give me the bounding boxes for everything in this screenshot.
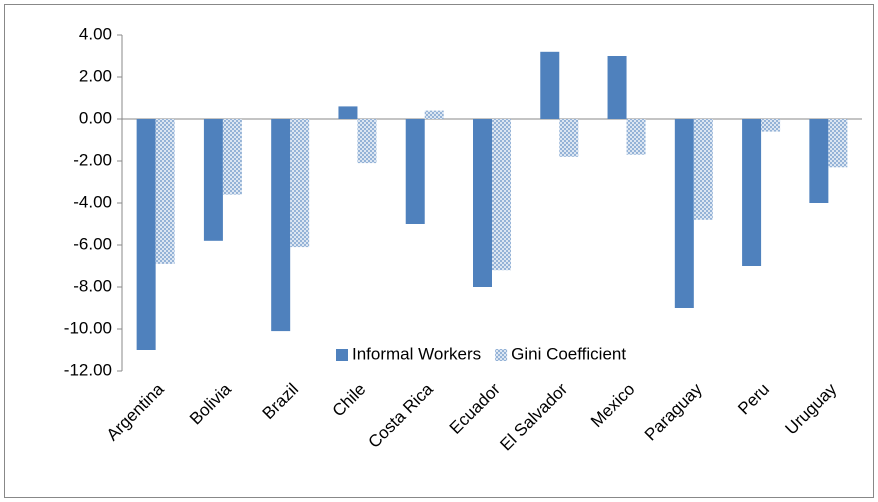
- bar: [540, 51, 560, 119]
- bar: [338, 106, 358, 119]
- bar: [559, 119, 579, 157]
- legend-label: Gini Coefficient: [511, 344, 626, 363]
- y-tick-label: -4.00: [73, 192, 112, 211]
- bar: [136, 119, 156, 350]
- bar: [271, 119, 291, 332]
- bar: [424, 110, 444, 119]
- bar: [405, 119, 425, 224]
- bar: [203, 119, 223, 241]
- legend-label: Informal Workers: [352, 344, 481, 363]
- y-tick-label: -2.00: [73, 150, 112, 169]
- bar: [828, 119, 848, 168]
- y-tick-label: 4.00: [79, 24, 112, 43]
- y-tick-label: 0.00: [79, 108, 112, 127]
- bar: [809, 119, 829, 203]
- legend-swatch: [336, 349, 348, 361]
- bar: [693, 119, 713, 220]
- bar: [222, 119, 242, 195]
- y-tick-label: -10.00: [64, 318, 112, 337]
- bar: [742, 119, 762, 266]
- legend-swatch: [495, 349, 508, 361]
- bar: [492, 119, 511, 271]
- bar: [357, 119, 377, 164]
- bar: [626, 119, 646, 155]
- bar: [674, 119, 694, 308]
- y-tick-label: -12.00: [64, 360, 112, 379]
- y-tick-label: -6.00: [73, 234, 112, 253]
- bar: [607, 56, 627, 119]
- bar: [473, 119, 492, 287]
- bar: [761, 119, 781, 132]
- bar: [155, 119, 175, 264]
- y-tick-label: 2.00: [79, 66, 112, 85]
- y-tick-label: -8.00: [73, 276, 112, 295]
- bar: [290, 119, 310, 248]
